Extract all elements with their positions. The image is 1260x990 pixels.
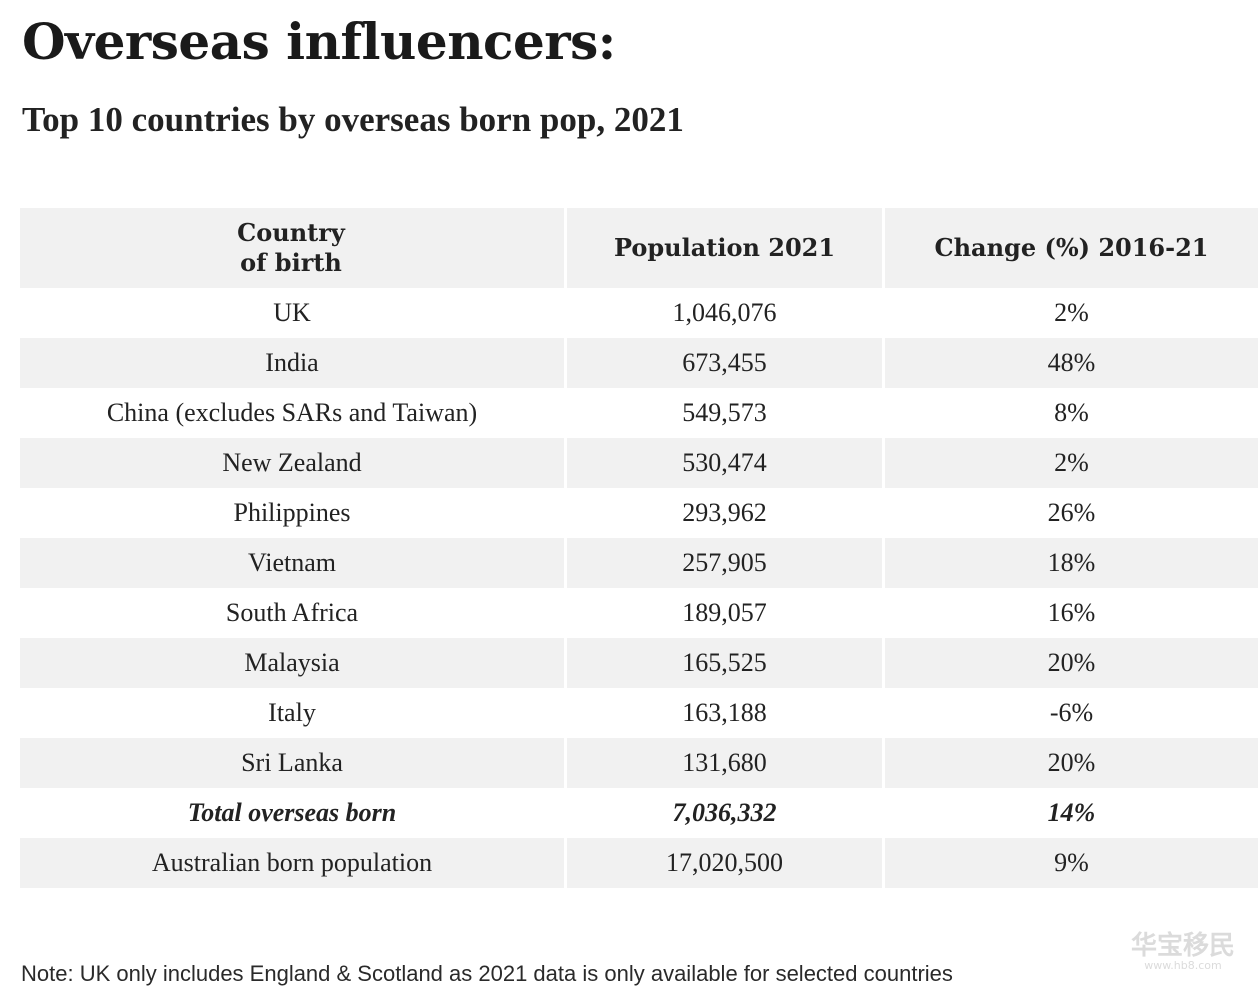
column-header-change: Change (%) 2016-21 bbox=[882, 208, 1258, 288]
cell-population: 7,036,332 bbox=[564, 788, 882, 838]
cell-change: -6% bbox=[882, 688, 1258, 738]
svg-text:华宝移民: 华宝移民 bbox=[1131, 930, 1235, 961]
chart-subtitle: Top 10 countries by overseas born pop, 2… bbox=[22, 100, 684, 139]
cell-population: 673,455 bbox=[564, 338, 882, 388]
table-row-total: Total overseas born 7,036,332 14% bbox=[20, 788, 1258, 838]
cell-population: 17,020,500 bbox=[564, 838, 882, 888]
cell-population: 165,525 bbox=[564, 638, 882, 688]
cell-population: 1,046,076 bbox=[564, 288, 882, 338]
cell-population: 163,188 bbox=[564, 688, 882, 738]
cell-country: UK bbox=[20, 288, 564, 338]
column-header-country: Country of birth bbox=[20, 208, 564, 288]
cell-change: 9% bbox=[882, 838, 1258, 888]
cell-population: 189,057 bbox=[564, 588, 882, 638]
cell-change: 14% bbox=[882, 788, 1258, 838]
cell-population: 549,573 bbox=[564, 388, 882, 438]
table-row: Italy 163,188 -6% bbox=[20, 688, 1258, 738]
cell-change: 16% bbox=[882, 588, 1258, 638]
table-row: Philippines 293,962 26% bbox=[20, 488, 1258, 538]
cell-change: 48% bbox=[882, 338, 1258, 388]
cell-country: Malaysia bbox=[20, 638, 564, 688]
table-body: UK 1,046,076 2% India 673,455 48% China (exclu… bbox=[20, 288, 1258, 888]
cell-population: 131,680 bbox=[564, 738, 882, 788]
chart-title: Overseas influencers: bbox=[22, 12, 616, 71]
table-row: New Zealand 530,474 2% bbox=[20, 438, 1258, 488]
cell-change: 20% bbox=[882, 738, 1258, 788]
cell-population: 293,962 bbox=[564, 488, 882, 538]
cell-change: 2% bbox=[882, 288, 1258, 338]
cell-country: New Zealand bbox=[20, 438, 564, 488]
data-table-container: Country of birth Population 2021 Change (… bbox=[20, 208, 1258, 888]
table-row: UK 1,046,076 2% bbox=[20, 288, 1258, 338]
cell-country: Sri Lanka bbox=[20, 738, 564, 788]
table-row: Vietnam 257,905 18% bbox=[20, 538, 1258, 588]
watermark-logo: 华宝移民 www.hb8.com bbox=[1131, 930, 1235, 972]
cell-population: 530,474 bbox=[564, 438, 882, 488]
cell-change: 18% bbox=[882, 538, 1258, 588]
cell-country: Total overseas born bbox=[20, 788, 564, 838]
cell-country: China (excludes SARs and Taiwan) bbox=[20, 388, 564, 438]
cell-country: Philippines bbox=[20, 488, 564, 538]
table-row: South Africa 189,057 16% bbox=[20, 588, 1258, 638]
cell-change: 20% bbox=[882, 638, 1258, 688]
footnote: Note: UK only includes England & Scotlan… bbox=[21, 961, 953, 986]
cell-country: South Africa bbox=[20, 588, 564, 638]
data-table: Country of birth Population 2021 Change (… bbox=[20, 208, 1258, 888]
table-row: Australian born population 17,020,500 9% bbox=[20, 838, 1258, 888]
column-header-population: Population 2021 bbox=[564, 208, 882, 288]
cell-country: Vietnam bbox=[20, 538, 564, 588]
cell-change: 2% bbox=[882, 438, 1258, 488]
cell-change: 26% bbox=[882, 488, 1258, 538]
table-row: China (excludes SARs and Taiwan) 549,573 8… bbox=[20, 388, 1258, 438]
cell-country: Italy bbox=[20, 688, 564, 738]
svg-text:www.hb8.com: www.hb8.com bbox=[1144, 959, 1221, 972]
cell-country: Australian born population bbox=[20, 838, 564, 888]
cell-country: India bbox=[20, 338, 564, 388]
table-row: Sri Lanka 131,680 20% bbox=[20, 738, 1258, 788]
cell-change: 8% bbox=[882, 388, 1258, 438]
table-row: India 673,455 48% bbox=[20, 338, 1258, 388]
table-row: Malaysia 165,525 20% bbox=[20, 638, 1258, 688]
table-header-row: Country of birth Population 2021 Change (… bbox=[20, 208, 1258, 288]
cell-population: 257,905 bbox=[564, 538, 882, 588]
